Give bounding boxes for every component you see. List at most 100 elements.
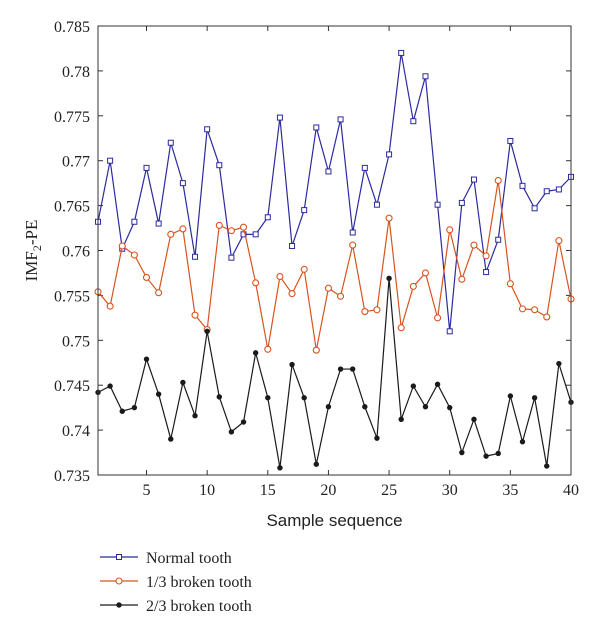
data-point: [131, 404, 138, 411]
x-tick-label: 25: [381, 482, 397, 499]
data-point: [519, 182, 526, 189]
data-point: [507, 393, 514, 399]
data-point: [555, 186, 562, 193]
data-point: [252, 231, 259, 238]
plot-frame: [97, 25, 572, 476]
data-point: [544, 463, 550, 469]
data-point: [386, 275, 392, 282]
data-point: [349, 241, 357, 249]
data-point: [168, 436, 174, 442]
data-point: [216, 394, 222, 400]
data-point: [531, 395, 538, 401]
x-tick-label: 35: [502, 482, 518, 499]
data-point: [192, 253, 199, 260]
data-point: [216, 162, 223, 169]
data-point: [483, 269, 490, 276]
data-point: [397, 324, 405, 332]
data-point: [106, 302, 114, 310]
y-tick-label: 0.775: [54, 109, 90, 126]
data-point: [519, 439, 526, 445]
data-point: [324, 284, 332, 292]
data-point: [482, 252, 490, 260]
data-point: [434, 201, 441, 208]
data-point: [495, 236, 502, 243]
data-point: [167, 230, 175, 238]
series-3: [95, 275, 574, 471]
data-point: [155, 391, 162, 397]
data-point: [277, 465, 283, 471]
legend-item: 1/3 broken tooth: [100, 574, 252, 591]
data-point: [179, 225, 187, 233]
y-tick-label: 0.75: [62, 333, 90, 350]
data-point: [301, 207, 308, 214]
legend-label: Normal tooth: [146, 550, 232, 567]
data-point: [215, 221, 223, 229]
data-point: [325, 404, 332, 410]
data-point: [470, 241, 478, 249]
data-point: [252, 279, 260, 287]
data-point: [543, 188, 550, 195]
data-point: [227, 227, 235, 235]
x-tick-label: 5: [143, 482, 151, 499]
legend-label: 2/3 broken tooth: [146, 598, 252, 615]
data-point: [495, 450, 501, 457]
data-point: [116, 554, 122, 560]
data-point: [312, 346, 320, 354]
data-point: [265, 395, 271, 401]
data-point: [555, 237, 563, 245]
data-point: [276, 114, 283, 121]
data-point: [385, 214, 393, 222]
data-point: [107, 383, 113, 389]
data-point: [374, 435, 380, 441]
data-point: [118, 242, 126, 250]
series-line: [97, 180, 572, 351]
data-point: [239, 223, 248, 231]
x-tick-label: 15: [260, 482, 276, 499]
data-point: [410, 383, 417, 389]
y-tick-label: 0.755: [54, 288, 90, 305]
series-layer: [94, 49, 575, 471]
data-point: [361, 164, 368, 171]
series-1: [95, 49, 574, 335]
x-tick-label: 10: [199, 482, 215, 499]
y-tick-label: 0.735: [54, 468, 90, 485]
y-axis-ticks: 0.735 0.74 0.745 0.75 0.755 0.76 0.765 0.77 0.77…: [54, 19, 571, 485]
x-tick-label: 30: [442, 482, 458, 499]
data-point: [289, 361, 295, 368]
y-tick-label: 0.78: [62, 64, 90, 81]
legend-item: 2/3 broken tooth: [100, 598, 252, 615]
y-axis-label-subscript: 2: [30, 245, 44, 251]
data-point: [180, 379, 186, 386]
data-point: [518, 305, 527, 313]
data-point: [531, 306, 539, 314]
data-point: [240, 231, 247, 238]
data-point: [446, 226, 454, 234]
data-point: [531, 205, 538, 212]
data-point: [434, 381, 441, 388]
data-point: [483, 453, 489, 459]
data-point: [556, 360, 562, 367]
data-point: [264, 214, 271, 221]
data-point: [192, 413, 198, 419]
data-point: [167, 139, 174, 146]
data-point: [421, 269, 430, 277]
data-point: [422, 73, 429, 80]
data-point: [155, 220, 162, 227]
data-point: [409, 282, 417, 290]
data-point: [446, 328, 453, 335]
data-point: [507, 137, 514, 144]
y-tick-label: 0.74: [62, 423, 90, 440]
data-point: [240, 419, 247, 425]
data-point: [204, 126, 211, 133]
data-point: [337, 366, 344, 372]
data-point: [325, 168, 332, 175]
data-point: [506, 280, 514, 288]
data-point: [143, 356, 150, 362]
y-axis-label-main: IMF: [22, 251, 41, 281]
data-point: [470, 176, 477, 183]
series-2: [94, 176, 575, 354]
data-point: [313, 124, 320, 131]
data-point: [289, 243, 296, 250]
data-point: [300, 265, 308, 273]
data-point: [349, 229, 356, 236]
